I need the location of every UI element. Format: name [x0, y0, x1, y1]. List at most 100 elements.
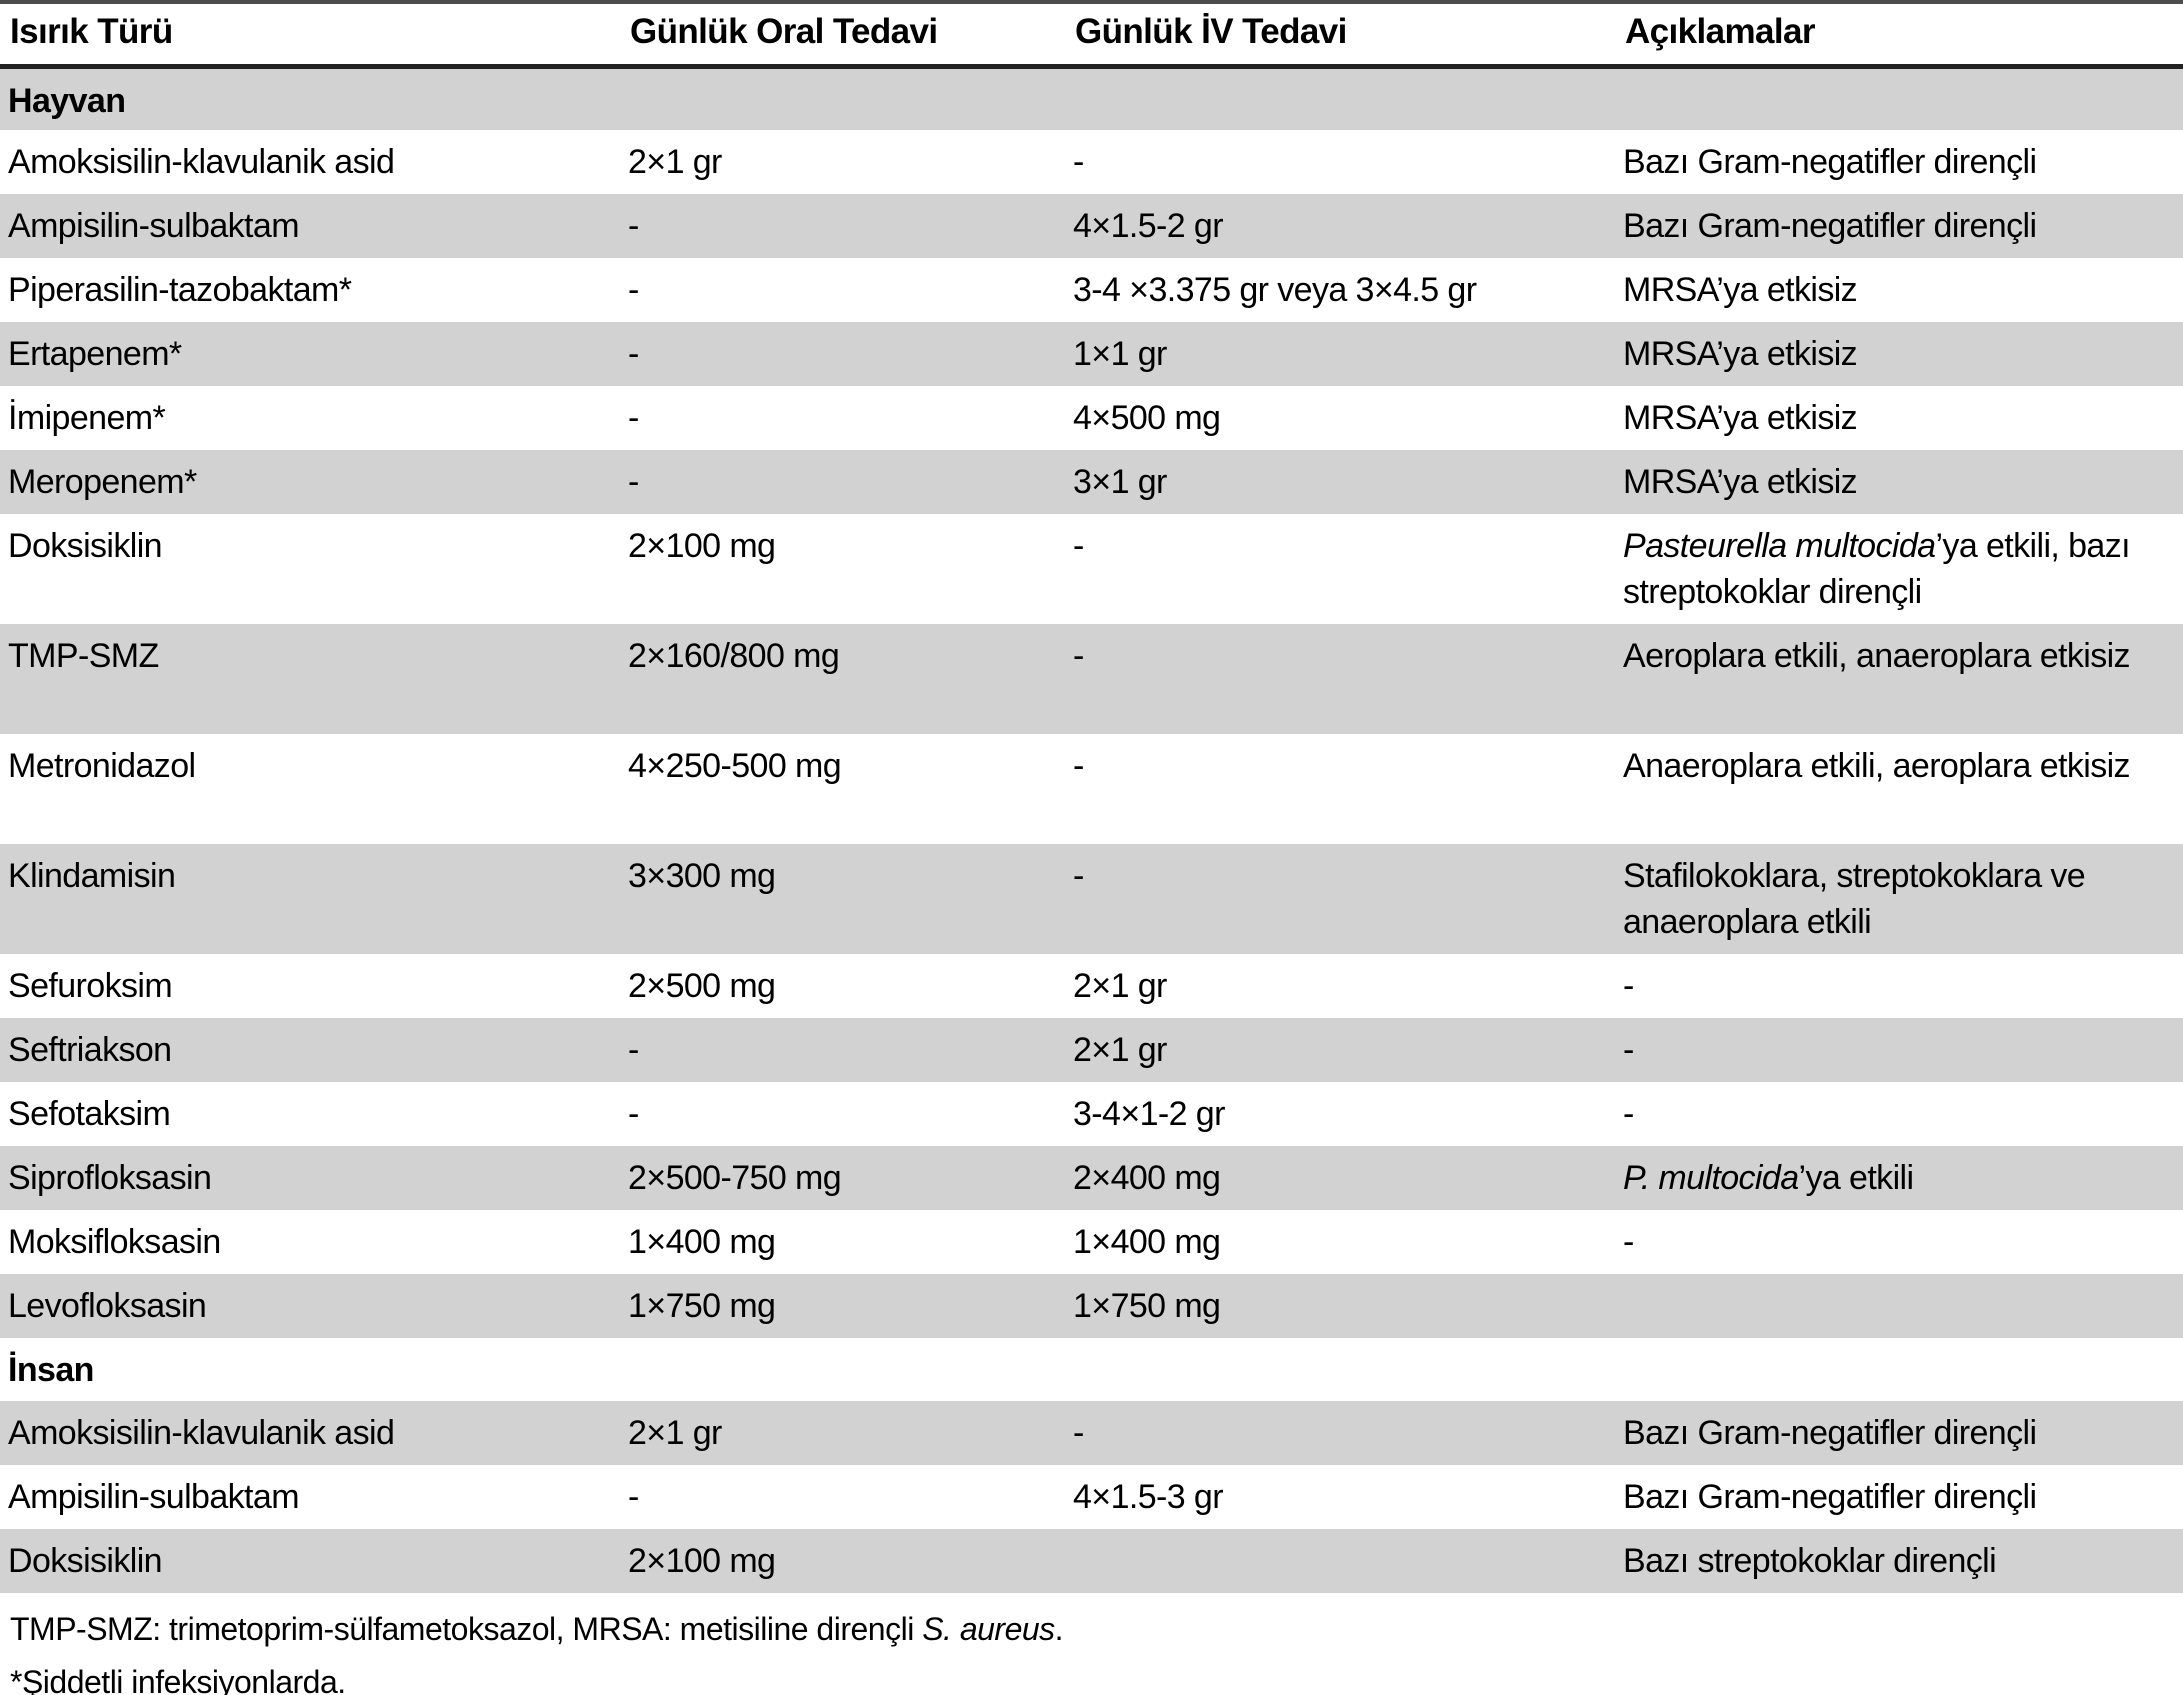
drug-name-cell: Klindamisin: [8, 856, 176, 895]
header-row: Isırık Türü Günlük Oral Tedavi Günlük İV…: [0, 2, 2183, 69]
oral-dose-cell: -: [628, 1094, 639, 1133]
drug-name-cell: Siprofloksasin: [8, 1158, 212, 1197]
drug-name-cell: Ampisilin-sulbaktam: [8, 206, 300, 245]
oral-dose-cell: -: [628, 334, 639, 373]
table-row: Doksisiklin 2×100 mg - Pasteurella multo…: [0, 514, 2183, 624]
drug-name-cell: Ertapenem*: [8, 334, 182, 373]
table-row: Meropenem* - 3×1 gr MRSA’ya etkisiz: [0, 449, 2183, 514]
iv-dose-cell: -: [1073, 746, 1084, 785]
table-row: Amoksisilin-klavulanik asid 2×1 gr - Baz…: [0, 1400, 2183, 1465]
remark-cell: Stafilokoklara, streptokoklara ve anaero…: [1623, 856, 2086, 941]
table-row: Ertapenem* - 1×1 gr MRSA’ya etkisiz: [0, 321, 2183, 386]
oral-dose-cell: 1×750 mg: [628, 1286, 776, 1325]
drug-name-cell: Amoksisilin-klavulanik asid: [8, 1413, 395, 1452]
drug-name-cell: Seftriakson: [8, 1030, 172, 1069]
oral-dose-cell: 2×1 gr: [628, 1413, 722, 1452]
section-header-cell: İnsan: [8, 1350, 94, 1389]
remark-cell: MRSA’ya etkisiz: [1623, 334, 1858, 373]
remark-cell: -: [1623, 1222, 1634, 1261]
oral-dose-cell: 2×160/800 mg: [628, 636, 840, 675]
table-row: Doksisiklin 2×100 mg Bazı streptokoklar …: [0, 1528, 2183, 1593]
drug-name-cell: Piperasilin-tazobaktam*: [8, 270, 352, 309]
table-row: Amoksisilin-klavulanik asid 2×1 gr - Baz…: [0, 130, 2183, 194]
oral-dose-cell: -: [628, 462, 639, 501]
iv-dose-cell: 4×1.5-3 gr: [1073, 1477, 1224, 1516]
remark-cell: -: [1623, 1030, 1634, 1069]
table-row: Metronidazol 4×250-500 mg - Anaeroplara …: [0, 734, 2183, 844]
remark-cell: [1615, 1274, 2183, 1338]
iv-dose-cell: 1×750 mg: [1073, 1286, 1221, 1325]
drug-name-cell: Doksisiklin: [8, 1541, 163, 1580]
oral-dose-cell: 4×250-500 mg: [628, 746, 842, 785]
oral-dose-cell: 1×400 mg: [628, 1222, 776, 1261]
column-header-remarks: Açıklamalar: [1615, 2, 2183, 69]
drug-name-cell: TMP-SMZ: [8, 636, 159, 675]
remark-italic-segment: Pasteurella multocida: [1623, 526, 1936, 565]
table-row: Klindamisin 3×300 mg - Stafilokoklara, s…: [0, 843, 2183, 954]
remark-cell: MRSA’ya etkisiz: [1623, 270, 1858, 309]
remark-cell: Bazı Gram-negatifler dirençli: [1623, 1413, 2037, 1452]
remark-cell: Bazı Gram-negatifler dirençli: [1623, 142, 2037, 181]
oral-dose-cell: -: [628, 1030, 639, 1069]
iv-dose-cell: -: [1073, 1413, 1084, 1452]
drug-name-cell: Sefuroksim: [8, 966, 173, 1005]
oral-dose-cell: 3×300 mg: [628, 856, 776, 895]
table-row: Ampisilin-sulbaktam - 4×1.5-3 gr Bazı Gr…: [0, 1465, 2183, 1529]
table-row: Levofloksasin 1×750 mg 1×750 mg: [0, 1273, 2183, 1338]
remark-cell: -: [1623, 966, 1634, 1005]
remark-cell: Pasteurella multocida’ya etkili, bazı st…: [1615, 514, 2183, 624]
remark-cell: Anaeroplara etkili, aeroplara etkisiz: [1623, 746, 2131, 785]
table-row: Seftriakson - 2×1 gr -: [0, 1017, 2183, 1082]
section-row-insan: İnsan: [0, 1338, 2183, 1401]
table-row: Piperasilin-tazobaktam* - 3-4 ×3.375 gr …: [0, 258, 2183, 322]
footnote-text-segment: .: [1054, 1610, 1064, 1647]
remark-cell: Bazı Gram-negatifler dirençli: [1623, 206, 2037, 245]
remark-cell: Bazı streptokoklar dirençli: [1623, 1541, 1997, 1580]
oral-dose-cell: 2×100 mg: [628, 526, 776, 565]
oral-dose-cell: -: [628, 206, 639, 245]
remark-cell: P. multocida’ya etkili: [1615, 1146, 2183, 1210]
remark-cell: MRSA’ya etkisiz: [1623, 398, 1858, 437]
iv-dose-cell: -: [1073, 636, 1084, 675]
section-header-cell: Hayvan: [8, 82, 126, 120]
oral-dose-cell: -: [628, 398, 639, 437]
oral-dose-cell: -: [628, 1477, 639, 1516]
drug-name-cell: Metronidazol: [8, 746, 196, 785]
drug-name-cell: İmipenem*: [8, 398, 166, 437]
section-row-hayvan: Hayvan: [0, 66, 2183, 130]
remark-text-segment: ’ya etkili: [1798, 1158, 1915, 1197]
table-row: Sefuroksim 2×500 mg 2×1 gr -: [0, 954, 2183, 1018]
iv-dose-cell: -: [1073, 856, 1084, 895]
drug-name-cell: Ampisilin-sulbaktam: [8, 1477, 300, 1516]
column-header-oral-treatment: Günlük Oral Tedavi: [620, 2, 1065, 69]
iv-dose-cell: 1×1 gr: [1073, 334, 1167, 373]
remark-cell: Bazı Gram-negatifler dirençli: [1623, 1477, 2037, 1516]
footnote-abbreviations: TMP-SMZ: trimetoprim-sülfametoksazol, MR…: [10, 1607, 2171, 1651]
iv-dose-cell: 2×400 mg: [1073, 1158, 1221, 1197]
table-row: TMP-SMZ 2×160/800 mg - Aeroplara etkili,…: [0, 623, 2183, 734]
footnotes: TMP-SMZ: trimetoprim-sülfametoksazol, MR…: [0, 1593, 2183, 1695]
footnote-text-segment: TMP-SMZ: trimetoprim-sülfametoksazol, MR…: [10, 1610, 923, 1647]
remark-cell: -: [1623, 1094, 1634, 1133]
table-row: Ampisilin-sulbaktam - 4×1.5-2 gr Bazı Gr…: [0, 193, 2183, 258]
iv-dose-cell: 2×1 gr: [1073, 1030, 1167, 1069]
remark-text-segment: ’ya etkili, bazı streptokoklar dirençli: [1623, 526, 2131, 611]
iv-dose-cell: 1×400 mg: [1073, 1222, 1221, 1261]
iv-dose-cell: -: [1073, 142, 1084, 181]
table-row: Sefotaksim - 3-4×1-2 gr -: [0, 1082, 2183, 1146]
drug-name-cell: Doksisiklin: [8, 526, 163, 565]
drug-name-cell: Amoksisilin-klavulanik asid: [8, 142, 395, 181]
remark-cell: MRSA’ya etkisiz: [1623, 462, 1858, 501]
footnote-italic-segment: S. aureus: [922, 1610, 1055, 1647]
iv-dose-cell: 4×1.5-2 gr: [1073, 206, 1224, 245]
drug-name-cell: Moksifloksasin: [8, 1222, 221, 1261]
iv-dose-cell: 3×1 gr: [1073, 462, 1167, 501]
remark-italic-segment: P. multocida: [1623, 1158, 1799, 1197]
iv-dose-cell: [1065, 1529, 1615, 1593]
oral-dose-cell: 2×1 gr: [628, 142, 722, 181]
oral-dose-cell: -: [628, 270, 639, 309]
iv-dose-cell: 3-4×1-2 gr: [1073, 1094, 1225, 1133]
drug-name-cell: Meropenem*: [8, 462, 197, 501]
table-row: Siprofloksasin 2×500-750 mg 2×400 mg P. …: [0, 1145, 2183, 1210]
